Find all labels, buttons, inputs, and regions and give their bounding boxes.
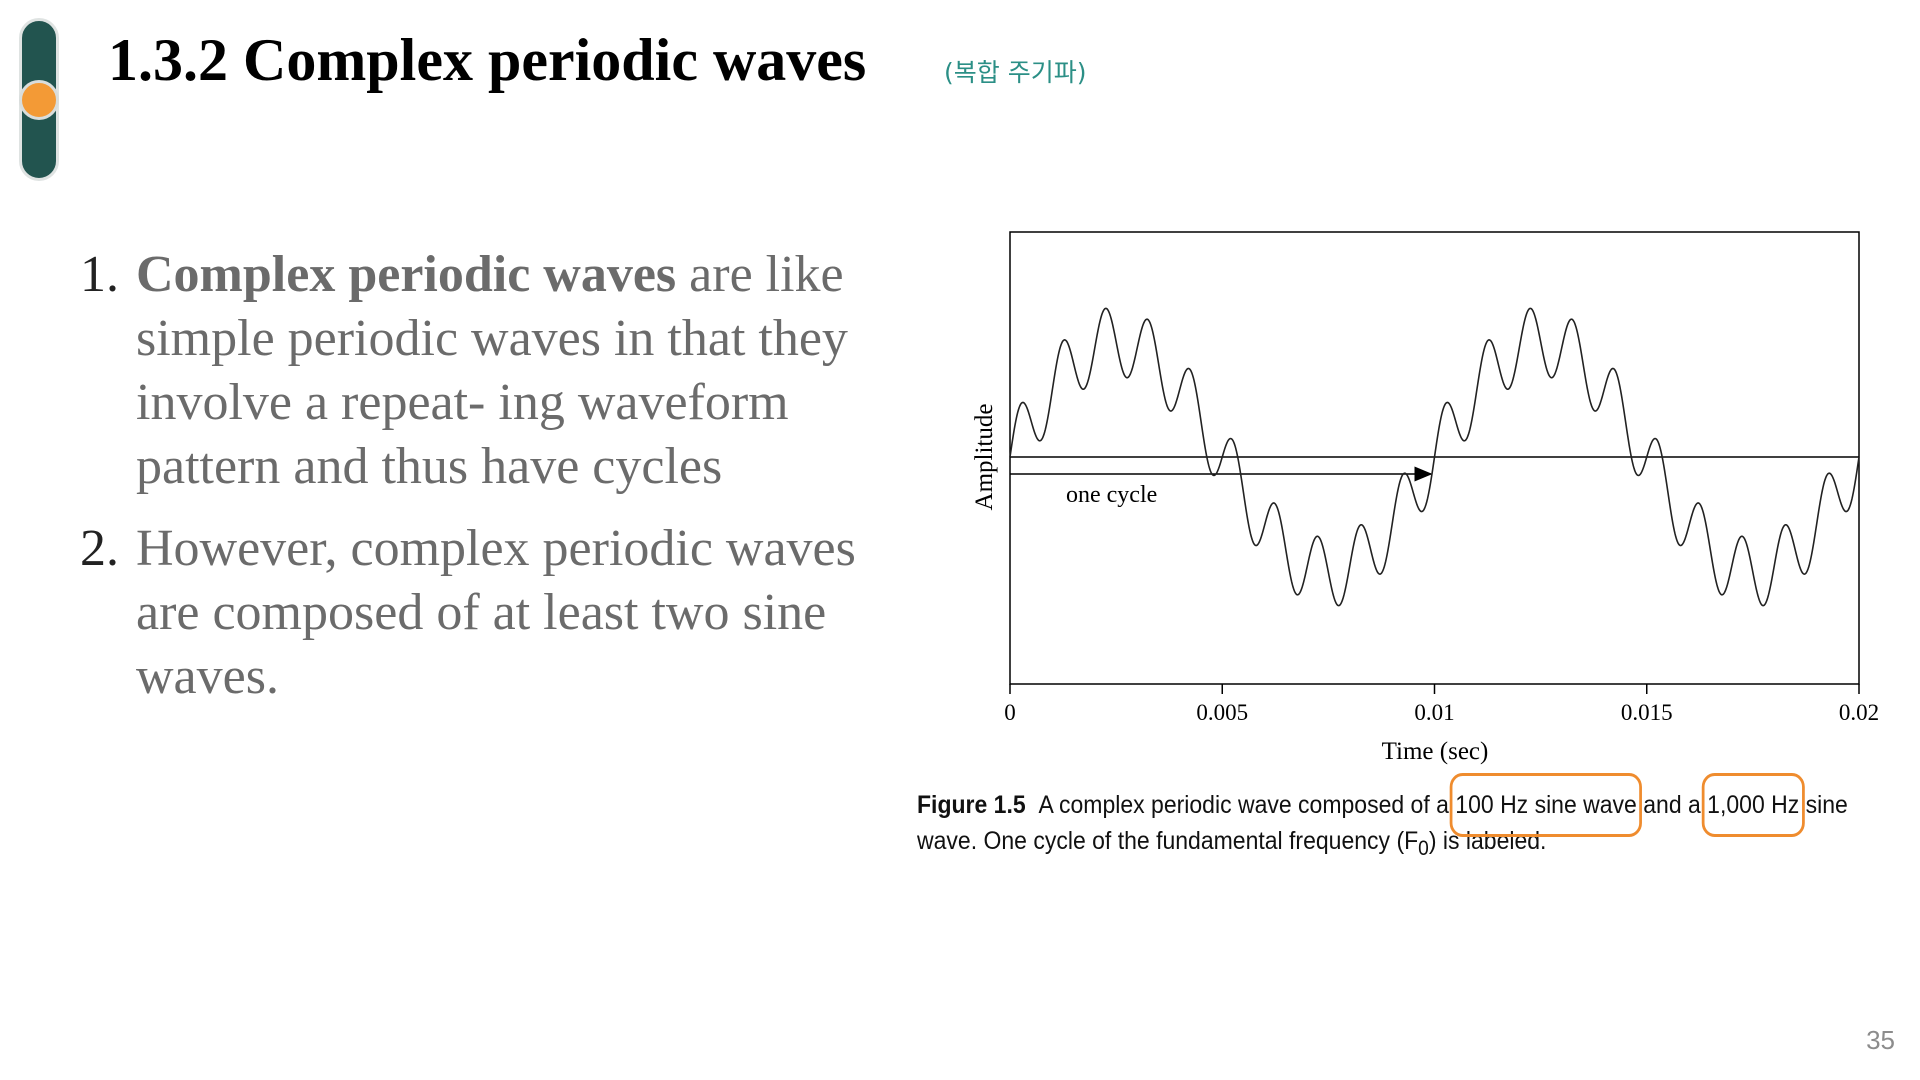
caption-text: wave. One cycle of the fundamental frequ… [917,827,1419,855]
list-bold-text: Complex periodic waves [136,246,677,303]
list-text: are like simple periodic waves in that t… [136,246,848,495]
cycle-annotation: one cycle [1066,482,1157,508]
x-tick-label: 0.005 [1196,700,1248,725]
caption-figure-label: Figure 1.5 [917,791,1026,819]
waveform-line [1009,307,1860,607]
waveform-chart: one cycle Amplitude Time (sec) 0 0.005 0.0… [971,231,1879,765]
caption-text: sine [1799,791,1848,819]
x-tick-label: 0.01 [1414,700,1454,725]
highlight-100hz: 100 Hz sine wave [1449,773,1643,837]
list-text: However, complex periodic waves are comp… [136,520,856,705]
caption-text: A complex periodic wave composed of a [1038,791,1456,819]
figure-caption: Figure 1.5 A complex periodic wave compos… [917,773,1848,867]
page-title: 1.3.2 Complex periodic waves [108,27,867,93]
list-item: 1. Complex periodic waves are like simple… [80,243,910,499]
caption-text: and a [1636,791,1708,819]
caption-text: ) is labeled. [1428,827,1547,855]
page-number: 35 [1866,1025,1895,1055]
bullet-list: 1. Complex periodic waves are like simple… [80,243,910,727]
side-accent-dot [19,80,59,120]
caption-subscript: 0 [1418,837,1429,860]
list-number: 1. [80,246,119,303]
list-number: 2. [80,520,119,577]
highlight-1000hz: 1,000 Hz [1701,773,1805,837]
page-subtitle: (복합 주기파) [944,58,1087,87]
x-tick-label: 0.02 [1839,700,1879,725]
x-tick-label: 0.015 [1621,700,1673,725]
waveform-figure: one cycle Amplitude Time (sec) 0 0.005 0.0… [955,220,1895,780]
x-axis-label: Time (sec) [1382,738,1489,765]
caption-line-2: wave. One cycle of the fundamental frequ… [917,823,1837,867]
caption-line-1: Figure 1.5 A complex periodic wave compos… [917,773,1848,837]
y-axis-label: Amplitude [971,404,998,511]
x-tick-label: 0 [1004,700,1016,725]
list-item: 2. However, complex periodic waves are c… [80,517,910,709]
